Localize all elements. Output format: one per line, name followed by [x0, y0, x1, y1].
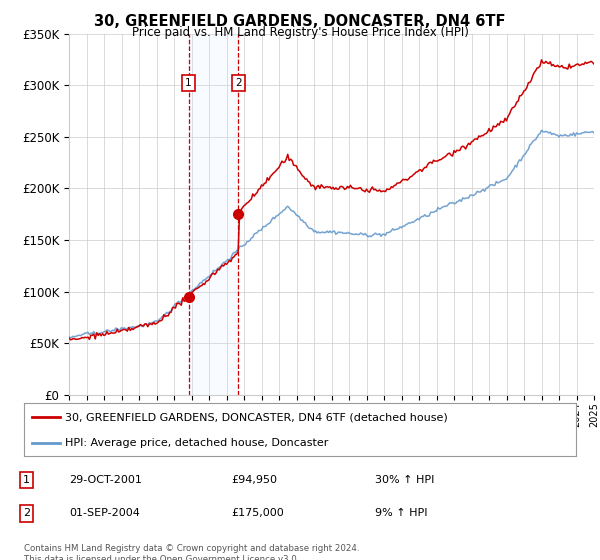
Text: 9% ↑ HPI: 9% ↑ HPI: [375, 508, 427, 519]
Bar: [188, 34, 238, 395]
Text: 2: 2: [23, 508, 30, 519]
Text: 1: 1: [23, 475, 30, 485]
Text: Contains HM Land Registry data © Crown copyright and database right 2024.
This d: Contains HM Land Registry data © Crown c…: [24, 544, 359, 560]
Text: HPI: Average price, detached house, Doncaster: HPI: Average price, detached house, Donc…: [65, 437, 329, 447]
Text: Price paid vs. HM Land Registry's House Price Index (HPI): Price paid vs. HM Land Registry's House …: [131, 26, 469, 39]
Text: 1: 1: [185, 78, 192, 88]
Text: £94,950: £94,950: [231, 475, 277, 485]
Text: 29-OCT-2001: 29-OCT-2001: [70, 475, 142, 485]
Text: 01-SEP-2004: 01-SEP-2004: [70, 508, 140, 519]
Text: 30, GREENFIELD GARDENS, DONCASTER, DN4 6TF: 30, GREENFIELD GARDENS, DONCASTER, DN4 6…: [94, 14, 506, 29]
Text: 2: 2: [235, 78, 242, 88]
Text: 30, GREENFIELD GARDENS, DONCASTER, DN4 6TF (detached house): 30, GREENFIELD GARDENS, DONCASTER, DN4 6…: [65, 412, 448, 422]
Text: £175,000: £175,000: [231, 508, 284, 519]
Text: 30% ↑ HPI: 30% ↑ HPI: [375, 475, 434, 485]
